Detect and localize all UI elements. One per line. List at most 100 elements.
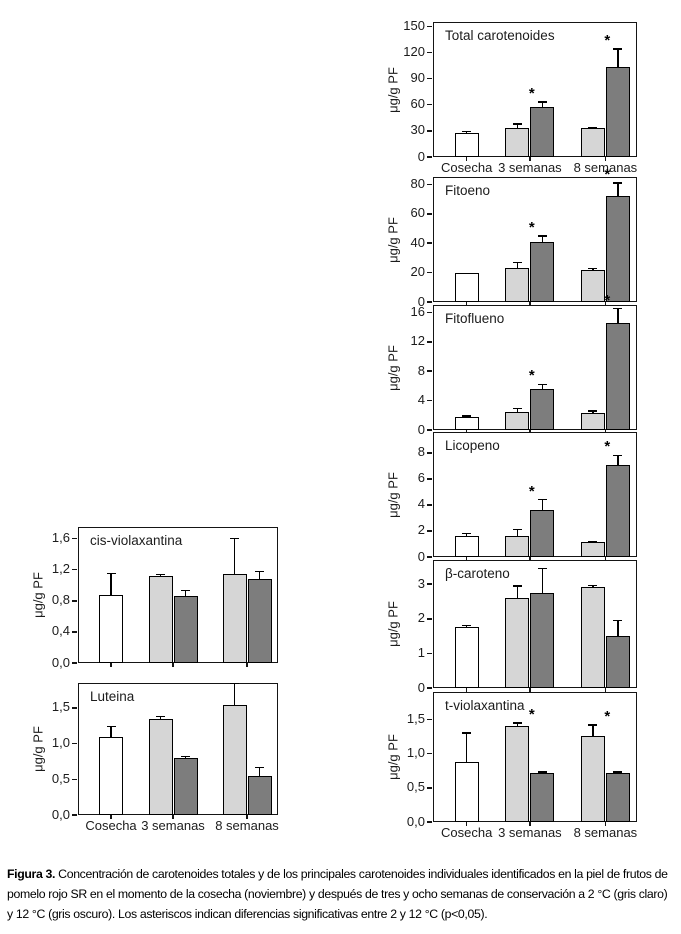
y-tick-label: 60	[410, 205, 425, 221]
y-tick-label: 12	[410, 333, 425, 349]
error-bar-cap	[512, 528, 522, 531]
x-tick-mark	[110, 815, 112, 819]
x-category-label: 3 semanas	[498, 160, 562, 175]
y-tick-label: 1,5	[51, 699, 70, 715]
y-tick-mark	[426, 242, 432, 244]
significance-asterisk: *	[528, 85, 535, 103]
bar-12c-dark	[530, 510, 555, 557]
y-tick-mark	[426, 821, 432, 823]
y-tick-mark	[426, 556, 432, 558]
error-bar-cap	[230, 537, 239, 540]
y-tick-mark	[426, 370, 432, 372]
bar-cosecha	[454, 132, 479, 157]
x-tick-mark	[529, 688, 531, 692]
error-bar-cap	[588, 410, 598, 412]
y-tick-label: 0,5	[406, 779, 425, 795]
error-bar-cap	[537, 567, 547, 570]
chart-title: t-violaxantina	[445, 698, 525, 713]
error-bar-cap	[588, 540, 598, 543]
y-tick-label: 2	[417, 522, 425, 538]
bar-2c-light	[580, 586, 605, 688]
error-bar-cap	[181, 590, 190, 592]
error-bar	[465, 625, 468, 628]
y-tick-label: 4	[417, 392, 425, 408]
significance-asterisk: *	[604, 707, 611, 725]
y-tick-label: 16	[410, 303, 425, 319]
y-tick-label: 1	[417, 644, 425, 660]
error-bar-cap	[537, 101, 547, 103]
error-bar-cap	[156, 573, 165, 576]
error-bar	[541, 235, 544, 242]
y-tick-label: 0	[417, 148, 425, 164]
error-bar-cap	[512, 408, 522, 410]
x-tick-mark	[604, 302, 607, 306]
error-bar-cap	[537, 771, 547, 773]
y-tick-label: 1,5	[406, 710, 425, 726]
bar-12c-dark	[530, 592, 555, 688]
error-bar	[184, 590, 187, 597]
chart-title: Fitoeno	[445, 183, 491, 198]
x-category-label: Cosecha	[441, 825, 493, 840]
error-bar-cap	[462, 732, 472, 734]
bar-2c-light	[580, 413, 605, 430]
y-tick-label: 0	[417, 293, 425, 309]
error-bar-cap	[462, 532, 472, 535]
y-tick-mark	[426, 787, 432, 789]
error-bar-cap	[588, 267, 598, 269]
bar-12c-dark	[247, 579, 272, 663]
figure-caption: Figura 3. Concentración de carotenoides …	[7, 865, 675, 924]
y-tick-mark	[426, 718, 432, 721]
y-tick-mark	[71, 568, 77, 571]
bar-12c-dark	[605, 67, 630, 157]
x-tick-mark	[172, 663, 174, 667]
y-tick-label: 60	[410, 96, 425, 112]
bar-12c-dark	[530, 241, 555, 302]
bar-2c-light	[580, 542, 605, 557]
bar-2c-light	[580, 269, 605, 302]
y-tick-mark	[426, 341, 432, 343]
error-bar-cap	[255, 766, 264, 768]
bar-cosecha	[454, 272, 479, 302]
error-bar	[617, 455, 619, 465]
error-bar	[516, 408, 519, 413]
y-tick-label: 8	[417, 362, 425, 378]
error-bar-cap	[613, 48, 623, 50]
y-tick-mark	[426, 618, 432, 620]
y-tick-label: 30	[410, 122, 425, 138]
y-tick-mark	[426, 183, 432, 186]
x-tick-mark	[529, 157, 531, 161]
chart-t-violaxantina: t-violaxantina μg/g PF 0,0 0,5 1,0 1,5 Cosecha…	[386, 692, 637, 840]
error-bar-cap	[156, 715, 165, 718]
y-tick-mark	[71, 778, 77, 781]
y-tick-label: 0,8	[51, 592, 70, 608]
error-bar-cap	[512, 123, 522, 125]
error-bar-cap	[255, 570, 264, 572]
chart-title: cis-violaxantina	[90, 533, 183, 548]
y-tick-label: 0	[417, 679, 425, 695]
y-tick-mark	[426, 687, 432, 689]
y-tick-label: 0,5	[51, 770, 70, 786]
error-bar	[159, 716, 162, 719]
significance-asterisk: *	[604, 165, 611, 183]
y-tick-mark	[71, 662, 77, 664]
figure-caption-text: Concentración de carotenoides totales y …	[7, 867, 668, 921]
x-category-label: Cosecha	[441, 160, 493, 175]
error-bar	[465, 533, 468, 537]
y-tick-mark	[426, 752, 432, 755]
y-tick-mark	[426, 271, 432, 274]
y-tick-mark	[426, 103, 432, 106]
error-bar	[617, 49, 619, 68]
y-tick-label: 90	[410, 70, 425, 86]
y-tick-mark	[426, 213, 432, 215]
error-bar	[516, 529, 519, 537]
bar-2c-light	[505, 412, 530, 430]
error-bar	[258, 767, 261, 776]
y-tick-label: 4	[417, 496, 425, 512]
bar-2c-light	[580, 128, 605, 157]
chart-title: Fitoflueno	[445, 311, 505, 326]
y-tick-mark	[71, 742, 77, 745]
x-tick-mark	[604, 688, 607, 692]
error-bar	[592, 268, 594, 270]
bar-12c-dark	[605, 636, 630, 688]
bar-12c-dark	[173, 596, 198, 663]
